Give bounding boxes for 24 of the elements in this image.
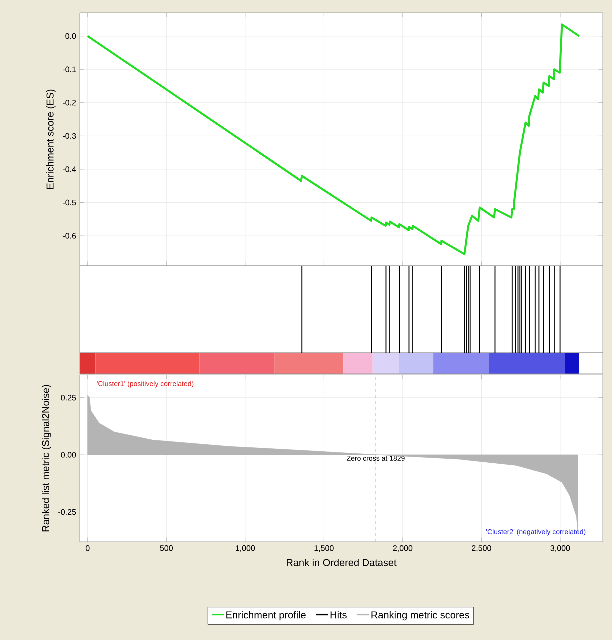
x-tick-label: 2,000 bbox=[393, 546, 413, 552]
x-tick-label: 500 bbox=[160, 546, 173, 552]
x-tick-label: 3,000 bbox=[550, 546, 570, 552]
x-tick-label: 0 bbox=[86, 546, 90, 552]
y-tick-label: -0.2 bbox=[63, 100, 76, 106]
y-tick-label: -0.6 bbox=[63, 233, 76, 239]
y-tick-label: -0.25 bbox=[58, 509, 76, 516]
y-axis-title: Enrichment score (ES) bbox=[46, 90, 56, 189]
x-tick-label: 1,500 bbox=[314, 546, 334, 552]
y-tick-label: -0.1 bbox=[63, 66, 76, 72]
line-series bbox=[86, 24, 580, 256]
legend-label: Enrichment profile bbox=[226, 611, 306, 621]
y-tick-label: 0.25 bbox=[61, 395, 76, 401]
y-axis-title: Ranked list metric (Signal2Noise) bbox=[42, 385, 52, 532]
y-tick-label: 0.00 bbox=[61, 452, 76, 458]
y-tick-label: -0.4 bbox=[63, 166, 76, 172]
y-tick-label: -0.5 bbox=[63, 200, 76, 206]
x-axis-title: Rank in Ordered Dataset bbox=[287, 559, 397, 566]
y-tick-label: 0.0 bbox=[66, 33, 76, 40]
x-tick-label: 1,000 bbox=[236, 546, 256, 552]
legend-label: Ranking metric scores bbox=[372, 611, 470, 621]
legend-label: Hits bbox=[330, 611, 347, 619]
x-tick-label: 2,500 bbox=[472, 546, 492, 552]
y-tick-label: -0.3 bbox=[63, 133, 76, 140]
